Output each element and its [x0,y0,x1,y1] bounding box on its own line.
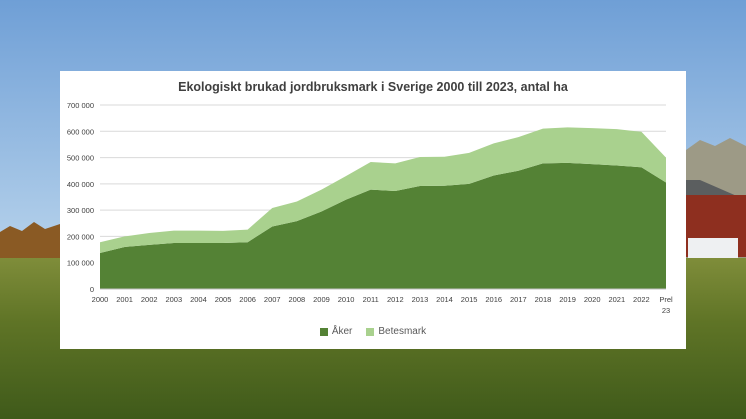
x-tick-label: 2015 [461,295,478,304]
area-series-aker [100,162,666,289]
legend: Åker Betesmark [60,326,686,337]
x-tick-label: 2017 [510,295,527,304]
y-tick-label: 0 [90,285,94,294]
legend-label-aker: Åker [331,326,353,337]
x-tick-label: 2009 [313,295,330,304]
x-tick-label: 2001 [116,295,133,304]
y-axis: 0 100 000 200 000 300 000 400 000 500 000 600 … [67,101,94,294]
legend-label-betesmark: Betesmark [378,326,427,337]
y-tick-label: 600 000 [67,127,94,136]
legend-swatch-betesmark [366,327,375,336]
y-tick-label: 300 000 [67,206,94,215]
area-layer [100,127,666,290]
x-tick-label: 2019 [559,295,576,304]
x-tick-label: 2022 [633,295,650,304]
x-tick-label: 2014 [436,295,453,304]
legend-item-aker: Åker [319,326,353,337]
area-series-betesmark [100,127,666,253]
x-tick-label: 2012 [387,295,404,304]
chart-title: Ekologiskt brukad jordbruksmark i Sverig… [178,80,568,94]
x-tick-label: 2011 [363,295,379,304]
x-tick-label: 2010 [338,295,355,304]
x-tick-label: 2000 [92,295,109,304]
x-tick-label: 2006 [239,295,256,304]
x-tick-label: 2021 [608,295,625,304]
y-tick-label: 500 000 [67,154,94,163]
tree-line [0,222,60,262]
chart-card: 0 100 000 200 000 300 000 400 000 500 000 600 … [60,71,686,349]
y-tick-label: 700 000 [67,101,94,110]
x-tick-label: Prel 23 [659,295,673,315]
y-tick-label: 100 000 [67,259,94,268]
x-tick-label: 2016 [485,295,502,304]
x-tick-label: 2020 [584,295,601,304]
x-axis: 2000 2001 2002 2003 2004 2005 2006 2007 2008 2009… [92,295,673,315]
y-tick-label: 200 000 [67,232,94,241]
legend-swatch-aker [319,327,328,336]
x-tick-label: 2003 [165,295,182,304]
x-tick-label: 2008 [289,295,306,304]
legend-item-betesmark: Betesmark [366,326,426,337]
x-tick-label: 2013 [412,295,429,304]
y-tick-label: 400 000 [67,180,94,189]
chart-plot: 0 100 000 200 000 300 000 400 000 500 000 600 … [67,101,673,315]
x-tick-label: 2018 [535,295,552,304]
x-tick-label: 2007 [264,295,281,304]
x-tick-label: 2004 [190,295,207,304]
x-tick-label: 2002 [141,295,158,304]
x-tick-label: 2005 [215,295,232,304]
